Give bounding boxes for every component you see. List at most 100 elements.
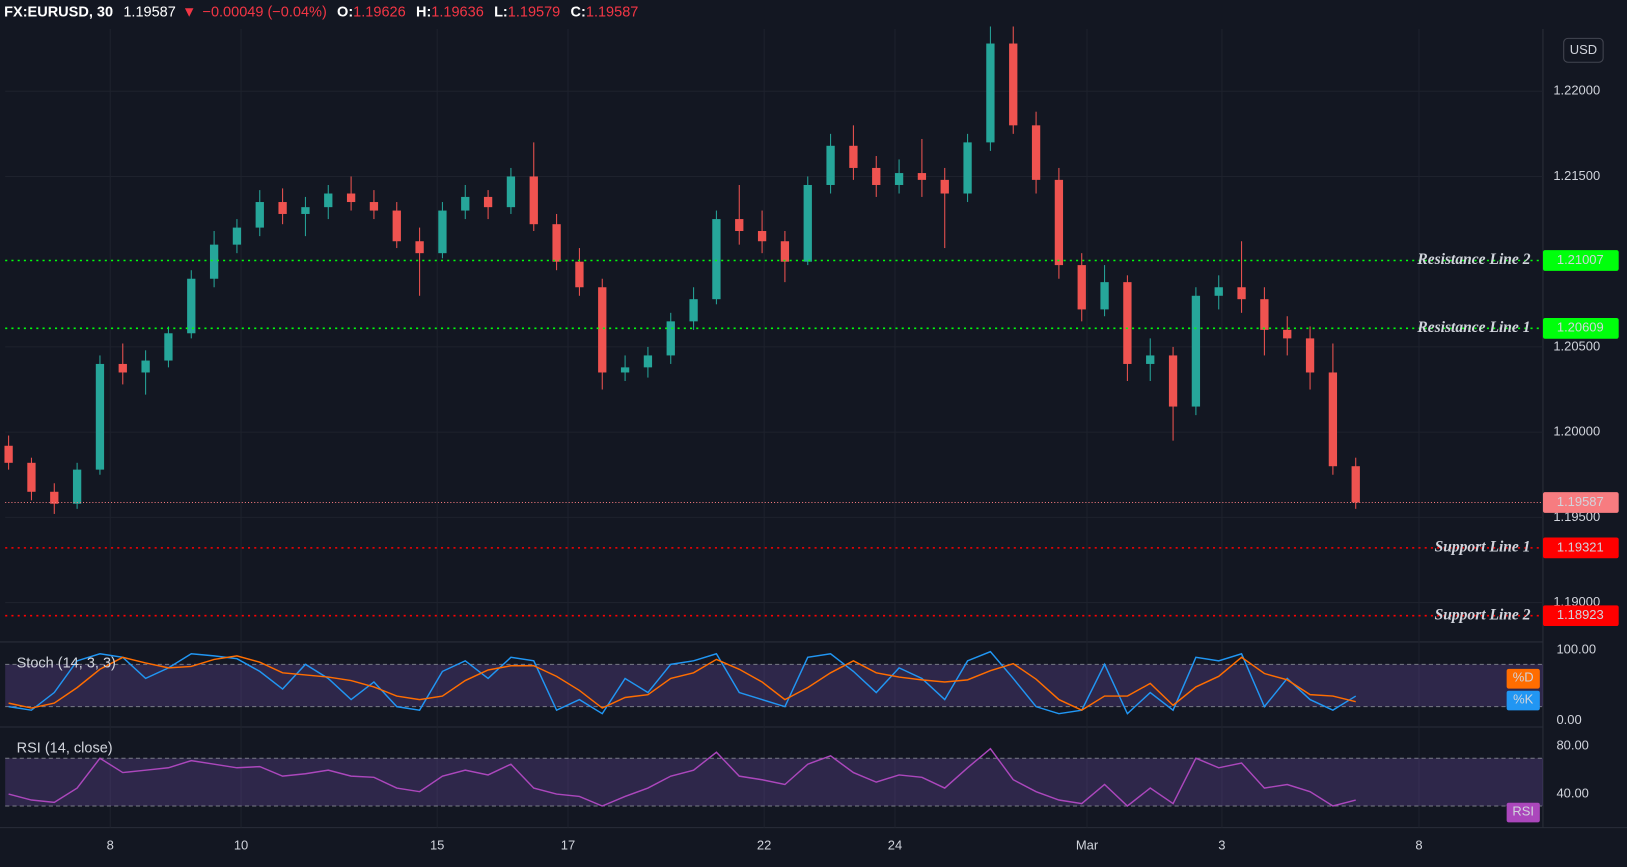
down-arrow: ▼: [182, 4, 196, 20]
level-name: Support Line 1: [1435, 538, 1531, 555]
candle-body: [1283, 329, 1292, 339]
candle-body: [552, 224, 561, 262]
ohlc-label: H:: [416, 4, 431, 20]
x-tick-label: 17: [561, 838, 575, 853]
ohlc-value: 1.19626: [353, 4, 405, 20]
change: −0.00049 (−0.04%): [202, 4, 326, 20]
candle-body: [255, 202, 264, 228]
candle-body: [529, 176, 538, 225]
x-tick-label: 22: [757, 838, 771, 853]
candle-body: [50, 491, 59, 504]
indicator-line: [8, 650, 1357, 715]
candle-body: [917, 173, 927, 180]
candle-body: [666, 321, 675, 356]
ohlc-value: 1.19579: [508, 4, 560, 20]
candle-body: [1054, 179, 1064, 266]
candle-body: [1123, 282, 1132, 364]
candle-body: [826, 145, 835, 185]
x-tick-label: Mar: [1076, 838, 1099, 853]
y-tick-label: 1.20500: [1553, 338, 1600, 353]
candle-body: [187, 278, 196, 334]
candle-body: [483, 196, 493, 208]
candle-body: [4, 445, 13, 463]
level-name: Resistance Line 1: [1416, 319, 1530, 336]
y-tick-label: 100.00: [1556, 642, 1596, 657]
candle-body: [735, 219, 744, 232]
candle-body: [1260, 299, 1269, 330]
level-name: Support Line 2: [1435, 606, 1531, 623]
candle-body: [757, 231, 767, 242]
candle-body: [1237, 287, 1246, 300]
currency-button[interactable]: [1563, 37, 1604, 63]
x-tick-label: 15: [430, 838, 444, 853]
candle-body: [1191, 295, 1201, 407]
legend-badge: [1506, 668, 1540, 689]
candle-body: [1305, 338, 1315, 373]
ohlc-label: O:: [337, 4, 353, 20]
ohlc-value: 1.19587: [586, 4, 638, 20]
candle-body: [643, 355, 653, 368]
candle-body: [278, 202, 287, 214]
candle-body: [164, 333, 173, 361]
y-tick-label: 40.00: [1556, 785, 1588, 800]
candle-body: [1100, 282, 1109, 310]
candle-body: [803, 184, 812, 262]
candle-body: [1168, 355, 1178, 407]
level-tag: [1542, 537, 1619, 559]
candle-body: [712, 219, 721, 300]
candle-body: [95, 363, 105, 470]
x-tick-label: 8: [1415, 838, 1422, 853]
legend-label: %D: [1513, 670, 1534, 685]
candle-body: [1351, 466, 1360, 503]
candle-body: [963, 142, 972, 194]
candle-body: [894, 173, 904, 185]
y-tick-label: 1.20000: [1553, 424, 1600, 439]
currency[interactable]: USD: [1570, 42, 1597, 57]
band-fill: [5, 664, 1543, 707]
candle-body: [324, 193, 333, 208]
candle-body: [415, 241, 424, 254]
candle-body: [27, 462, 36, 492]
candle-body: [1077, 265, 1086, 310]
candle-body: [346, 193, 356, 203]
candle-body: [1328, 372, 1338, 467]
candle-body: [369, 202, 379, 211]
y-tick-label: 1.19000: [1553, 594, 1600, 609]
candle-body: [118, 363, 127, 373]
candle-body: [940, 179, 949, 194]
candle-body: [849, 145, 858, 168]
candle-body: [1214, 287, 1223, 296]
last-price-tag: [1542, 492, 1619, 513]
x-tick-label: 24: [888, 838, 902, 853]
x-tick-label: 3: [1218, 838, 1225, 853]
header: FX:EURUSD, 30 1.19587 ▼ −0.00049 (−0.04%…: [4, 4, 638, 20]
last-price: 1.19587: [123, 4, 175, 20]
candle-body: [506, 176, 516, 208]
candle-body: [598, 287, 607, 373]
y-tick-label: 1.21500: [1553, 168, 1600, 183]
symbol[interactable]: FX:EURUSD, 30: [4, 4, 113, 20]
level-tag: [1542, 317, 1619, 339]
legend-badge: [1506, 690, 1540, 711]
candle-body: [689, 299, 698, 322]
candle-body: [575, 261, 584, 288]
candle-body: [301, 207, 310, 214]
candle-body: [780, 241, 790, 262]
last-price-value: 1.19587: [1557, 494, 1604, 509]
ohlc-label: C:: [571, 4, 586, 20]
candle-body: [1146, 355, 1155, 364]
candle-body: [461, 196, 470, 211]
ohlc-value: 1.19636: [431, 4, 483, 20]
level-value: 1.19321: [1557, 539, 1604, 554]
indicator-title: Stoch (14, 3, 3): [17, 656, 116, 672]
candle-body: [392, 210, 401, 242]
y-tick-label: 0.00: [1556, 712, 1581, 727]
candle-body: [1031, 125, 1041, 180]
ohlc-label: L:: [494, 4, 508, 20]
x-tick-label: 8: [107, 838, 114, 853]
y-tick-label: 80.00: [1556, 738, 1588, 753]
indicator-line: [8, 747, 1356, 807]
level-tag: [1542, 605, 1619, 627]
